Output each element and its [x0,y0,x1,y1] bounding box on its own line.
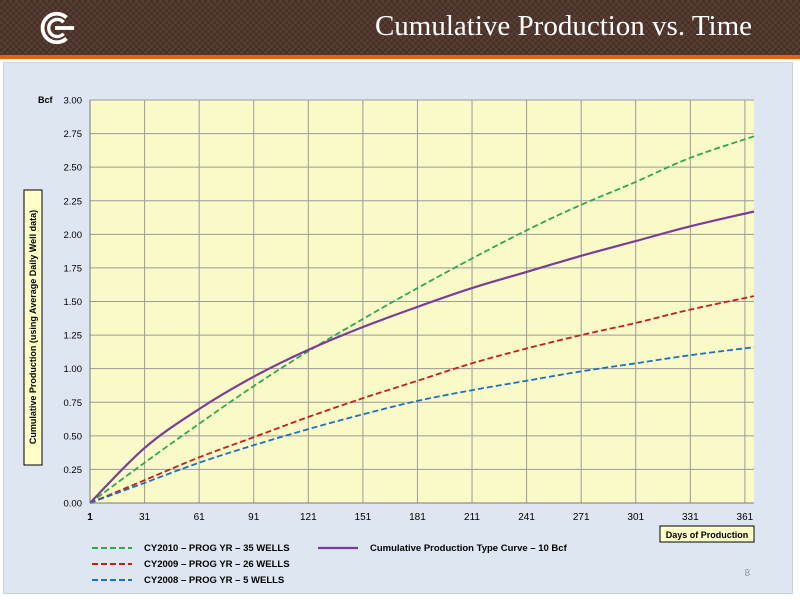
x-tick-label: 301 [627,512,644,523]
y-axis-title: Cumulative Production (using Average Dai… [28,210,38,444]
x-tick-label: 181 [409,512,426,523]
company-logo-icon [40,11,75,45]
y-tick-label: 0.50 [64,431,83,442]
x-tick-label: 241 [518,512,535,523]
legend-label: CY2010 – PROG YR – 35 WELLS [144,543,290,554]
y-tick-label: 2.00 [64,230,83,241]
legend-label: CY2009 – PROG YR – 26 WELLS [144,559,290,570]
x-tick-label: 1 [87,512,93,523]
header-accent-rule [0,55,800,59]
y-tick-label: 1.25 [64,331,83,342]
x-tick-label: 31 [139,512,151,523]
y-tick-label: 2.25 [64,196,83,207]
legend-label: Cumulative Production Type Curve – 10 Bc… [370,543,568,554]
y-tick-label: 2.75 [64,129,83,140]
x-tick-label: 91 [248,512,260,523]
legend: CY2010 – PROG YR – 35 WELLS CY2009 – PROG… [92,543,568,586]
series-line-cy2009-prog-yr-26-wells [89,295,755,504]
y-tick-label: 2.50 [64,163,83,174]
y-axis-title-box: Cumulative Production (using Average Dai… [23,189,43,466]
x-axis-title: Days of Production [666,530,749,540]
x-tick-label: 121 [300,512,317,523]
y-tick-label: 1.75 [64,263,83,274]
y-tick-label: 3.00 [64,96,83,107]
x-tick-label: 61 [194,512,206,523]
series-line-cumulative-production-type-curve-10-bcf [89,210,755,504]
x-tick-label: 361 [737,512,754,523]
slide-title: Cumulative Production vs. Time [374,10,752,42]
legend-label: CY2008 – PROG YR – 5 WELLS [144,575,284,586]
x-axis-title-box: Days of Production [659,525,755,543]
page-number: 8 [744,568,750,579]
y-tick-label: 1.00 [64,364,83,375]
y-unit-label: Bcf [38,95,54,105]
series-line-cy2010-prog-yr-35-wells [89,135,755,504]
series-line-cy2008-prog-yr-5-wells [89,346,755,504]
x-tick-label: 331 [682,512,699,523]
title-bar: Cumulative Production vs. Time [0,0,800,55]
x-tick-label: 151 [355,512,372,523]
x-tick-label: 271 [573,512,590,523]
y-tick-label: 1.50 [64,297,83,308]
y-tick-label: 0.75 [64,398,83,409]
y-tick-label: 0.25 [64,465,83,476]
y-tick-label: 0.00 [64,499,83,510]
x-tick-label: 211 [464,512,480,523]
